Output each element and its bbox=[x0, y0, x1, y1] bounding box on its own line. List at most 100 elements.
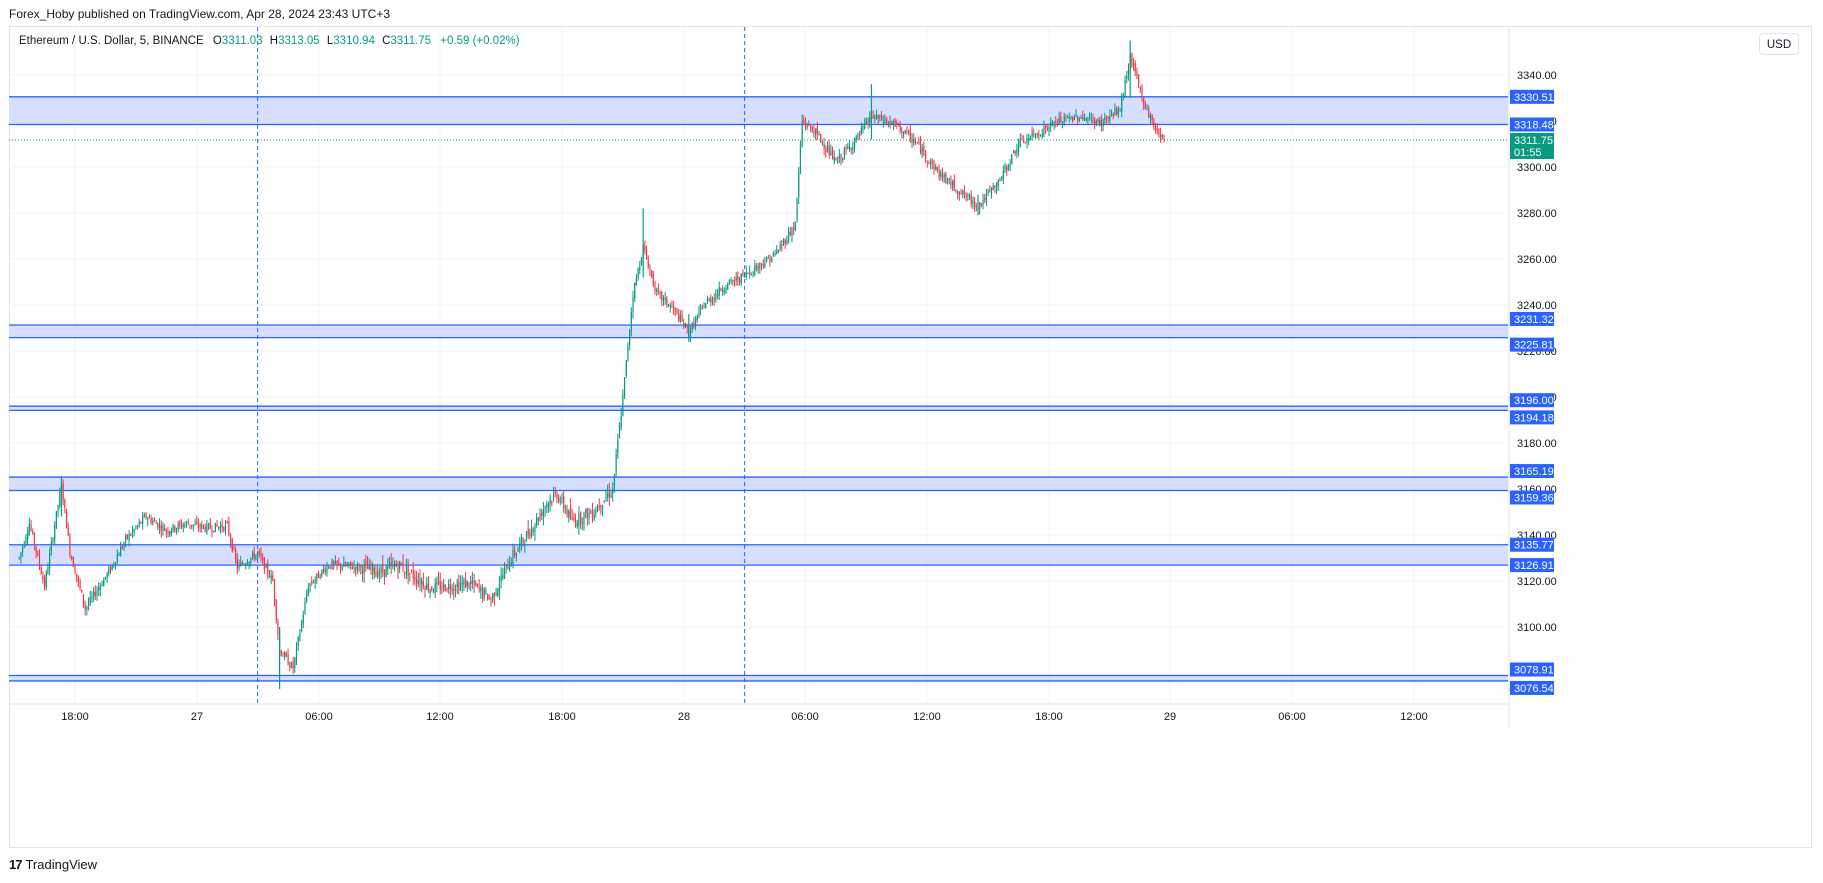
candle-body bbox=[815, 128, 817, 134]
candle-body bbox=[1009, 164, 1011, 168]
currency-button[interactable]: USD bbox=[1759, 33, 1799, 55]
candle-body bbox=[884, 119, 886, 124]
candle-body bbox=[793, 228, 795, 230]
zone-price-label-bg bbox=[1510, 337, 1554, 352]
candle-body bbox=[894, 119, 896, 124]
candle-body bbox=[461, 582, 463, 585]
support-resistance-zone bbox=[9, 406, 1508, 411]
candle-body bbox=[943, 174, 945, 178]
candle-body bbox=[481, 586, 484, 598]
candle-body bbox=[140, 521, 142, 524]
candle-body bbox=[432, 591, 435, 593]
candle-body bbox=[745, 271, 747, 278]
candle-body bbox=[581, 522, 583, 524]
candle-body bbox=[255, 554, 257, 560]
symbol-name[interactable]: Ethereum / U.S. Dollar, 5, BINANCE bbox=[19, 35, 204, 47]
candle-body bbox=[691, 323, 693, 330]
bar-countdown-label: 01:55 bbox=[1514, 147, 1542, 159]
candle-body bbox=[153, 520, 156, 522]
candle-body bbox=[669, 305, 671, 307]
zone-label-layer: 3330.51 3318.48 3231.32 3225.81 3196.00 3194.… bbox=[1510, 89, 1554, 695]
candle-body bbox=[475, 582, 477, 586]
candle-body bbox=[862, 126, 864, 130]
candle-body bbox=[96, 591, 98, 596]
candle-body bbox=[172, 524, 174, 531]
y-tick-label: 3120.00 bbox=[1517, 576, 1557, 588]
candle-body bbox=[387, 565, 389, 569]
candle-body bbox=[1056, 122, 1059, 124]
tradingview-brand[interactable]: 17 TradingView bbox=[9, 857, 97, 872]
candle-body bbox=[1132, 63, 1135, 65]
candle-body bbox=[887, 121, 889, 124]
candle-body bbox=[571, 517, 573, 519]
candle-body bbox=[897, 123, 900, 125]
candle-body bbox=[431, 586, 433, 591]
candle-body bbox=[125, 535, 127, 542]
y-tick-label: 3280.00 bbox=[1517, 208, 1557, 220]
candle-body bbox=[309, 583, 311, 588]
candle-body bbox=[847, 147, 849, 149]
candle-body bbox=[486, 593, 489, 601]
candle-body bbox=[473, 580, 475, 584]
candle-body bbox=[329, 566, 331, 568]
candle-body bbox=[500, 575, 502, 582]
candle-body bbox=[544, 507, 546, 509]
candle-body bbox=[865, 120, 867, 125]
candle-body bbox=[931, 161, 933, 163]
candle-body bbox=[480, 587, 482, 592]
candle-body bbox=[1075, 115, 1077, 117]
candle-body bbox=[945, 173, 947, 183]
candle-body bbox=[566, 509, 568, 515]
candle-body bbox=[434, 583, 436, 594]
candle-body bbox=[1149, 115, 1152, 119]
candle-body bbox=[485, 591, 487, 593]
candle-body bbox=[1021, 137, 1023, 139]
candle-body bbox=[126, 534, 129, 539]
candle-body bbox=[1045, 125, 1047, 129]
y-tick-label: 3340.00 bbox=[1517, 70, 1557, 82]
candle-body bbox=[733, 280, 736, 282]
candle-body bbox=[179, 522, 181, 525]
candle-body bbox=[368, 564, 370, 570]
candle-body bbox=[574, 519, 577, 525]
zone-price-label: 3135.77 bbox=[1514, 540, 1554, 552]
candle-body bbox=[267, 563, 269, 574]
candle-body bbox=[503, 568, 506, 579]
high-label: H bbox=[269, 35, 279, 47]
chart-frame[interactable] bbox=[9, 26, 1812, 848]
candle-body bbox=[696, 315, 698, 320]
candle-body bbox=[674, 308, 676, 310]
candle-body bbox=[806, 125, 808, 128]
candle-body bbox=[1136, 71, 1138, 76]
candle-body bbox=[700, 307, 702, 310]
candle-body bbox=[135, 527, 137, 529]
candle-body bbox=[791, 228, 793, 237]
last-price-label: 3311.75 bbox=[1514, 135, 1553, 147]
candle-body bbox=[74, 566, 76, 574]
candle-body bbox=[20, 552, 22, 558]
x-tick-label: 18:00 bbox=[61, 711, 89, 723]
candle-body bbox=[328, 567, 330, 569]
candle-body bbox=[605, 496, 607, 498]
zone-price-label-bg bbox=[1510, 490, 1554, 505]
candle-body bbox=[541, 512, 543, 516]
x-tick-label: 29 bbox=[1164, 711, 1176, 723]
candle-body bbox=[304, 602, 306, 614]
candle-body bbox=[324, 569, 326, 573]
candle-body bbox=[968, 195, 971, 197]
candle-body bbox=[840, 154, 842, 160]
candle-body bbox=[42, 575, 44, 580]
candle-body bbox=[1090, 118, 1092, 120]
candle-body bbox=[693, 321, 695, 328]
candle-body bbox=[600, 504, 602, 508]
candle-body bbox=[681, 315, 683, 322]
candle-body bbox=[583, 513, 585, 525]
candle-body bbox=[148, 517, 151, 519]
candle-body bbox=[1156, 129, 1158, 131]
candle-body bbox=[990, 188, 993, 193]
candle-body bbox=[1063, 115, 1065, 122]
candle-body bbox=[43, 577, 46, 588]
candle-body bbox=[522, 538, 524, 543]
candle-body bbox=[913, 138, 915, 143]
